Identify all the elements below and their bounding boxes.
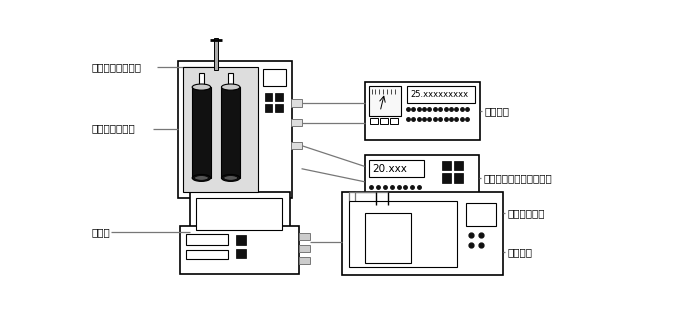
Ellipse shape <box>192 175 211 181</box>
Bar <box>265 104 272 112</box>
Ellipse shape <box>222 84 240 90</box>
Bar <box>180 226 299 274</box>
Bar <box>442 161 451 170</box>
Bar <box>178 61 292 198</box>
Bar <box>263 69 286 86</box>
Bar <box>190 192 290 237</box>
Bar <box>365 213 411 263</box>
Bar <box>275 104 283 112</box>
Bar <box>222 87 240 178</box>
Bar <box>368 86 401 116</box>
Text: 计算机: 计算机 <box>91 227 110 237</box>
Ellipse shape <box>195 176 209 180</box>
Bar <box>442 173 451 183</box>
Bar <box>299 232 310 239</box>
Text: 标准铂电阻温度计: 标准铂电阻温度计 <box>91 62 141 72</box>
Bar <box>380 118 388 124</box>
Bar <box>365 155 479 201</box>
Bar <box>275 93 283 101</box>
Bar <box>454 173 463 183</box>
Bar <box>291 119 302 126</box>
Bar <box>370 118 378 124</box>
Ellipse shape <box>222 175 240 181</box>
Bar <box>265 93 272 101</box>
Bar <box>291 142 302 149</box>
Bar <box>199 73 204 87</box>
Bar <box>368 160 424 177</box>
Bar <box>236 235 246 245</box>
Bar <box>228 73 233 87</box>
Bar <box>299 257 310 264</box>
Text: 精密数显热敏电阻温度计: 精密数显热敏电阻温度计 <box>483 173 552 183</box>
Bar <box>349 201 457 267</box>
Bar <box>390 118 398 124</box>
Bar <box>196 198 282 230</box>
Text: 测温电桥: 测温电桥 <box>485 106 510 116</box>
Text: 25.xxxxxxxxx: 25.xxxxxxxxx <box>410 90 469 99</box>
Ellipse shape <box>224 176 237 180</box>
Bar <box>186 234 228 245</box>
Ellipse shape <box>192 84 211 90</box>
Text: 精密恒温油槽: 精密恒温油槽 <box>507 208 545 218</box>
Text: 20.xxx: 20.xxx <box>372 164 407 174</box>
Bar <box>183 67 259 192</box>
Bar <box>214 38 218 70</box>
Bar <box>466 203 495 226</box>
Bar <box>291 100 302 107</box>
Bar <box>407 86 475 103</box>
Bar <box>454 161 463 170</box>
Bar <box>186 249 228 259</box>
Bar <box>342 192 504 275</box>
Bar <box>365 83 480 140</box>
Bar <box>192 87 211 178</box>
Bar <box>299 245 310 252</box>
Text: 标准电阻: 标准电阻 <box>507 247 532 257</box>
Bar <box>236 249 246 258</box>
Text: 水三相点恒温槽: 水三相点恒温槽 <box>91 124 135 134</box>
